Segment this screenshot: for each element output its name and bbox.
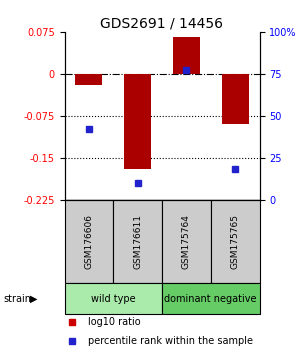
Bar (64, 284, 162, 314)
Text: log10 ratio: log10 ratio (88, 317, 140, 327)
Text: GSM175765: GSM175765 (231, 214, 240, 269)
Text: ▶: ▶ (30, 294, 38, 304)
Bar (113, 200, 162, 284)
Bar (76, 74, 102, 85)
Bar (124, 74, 151, 169)
Text: GSM175764: GSM175764 (182, 214, 191, 269)
Bar (64, 200, 113, 284)
Title: GDS2691 / 14456: GDS2691 / 14456 (100, 17, 224, 31)
Text: percentile rank within the sample: percentile rank within the sample (88, 336, 253, 346)
Bar (173, 38, 200, 74)
Bar (162, 284, 260, 314)
Bar (162, 200, 211, 284)
Text: GSM176606: GSM176606 (84, 214, 93, 269)
Text: dominant negative: dominant negative (164, 294, 257, 304)
Text: GSM176611: GSM176611 (133, 214, 142, 269)
Bar (211, 200, 260, 284)
Text: strain: strain (3, 294, 31, 304)
Bar (222, 74, 248, 124)
Text: wild type: wild type (91, 294, 136, 304)
